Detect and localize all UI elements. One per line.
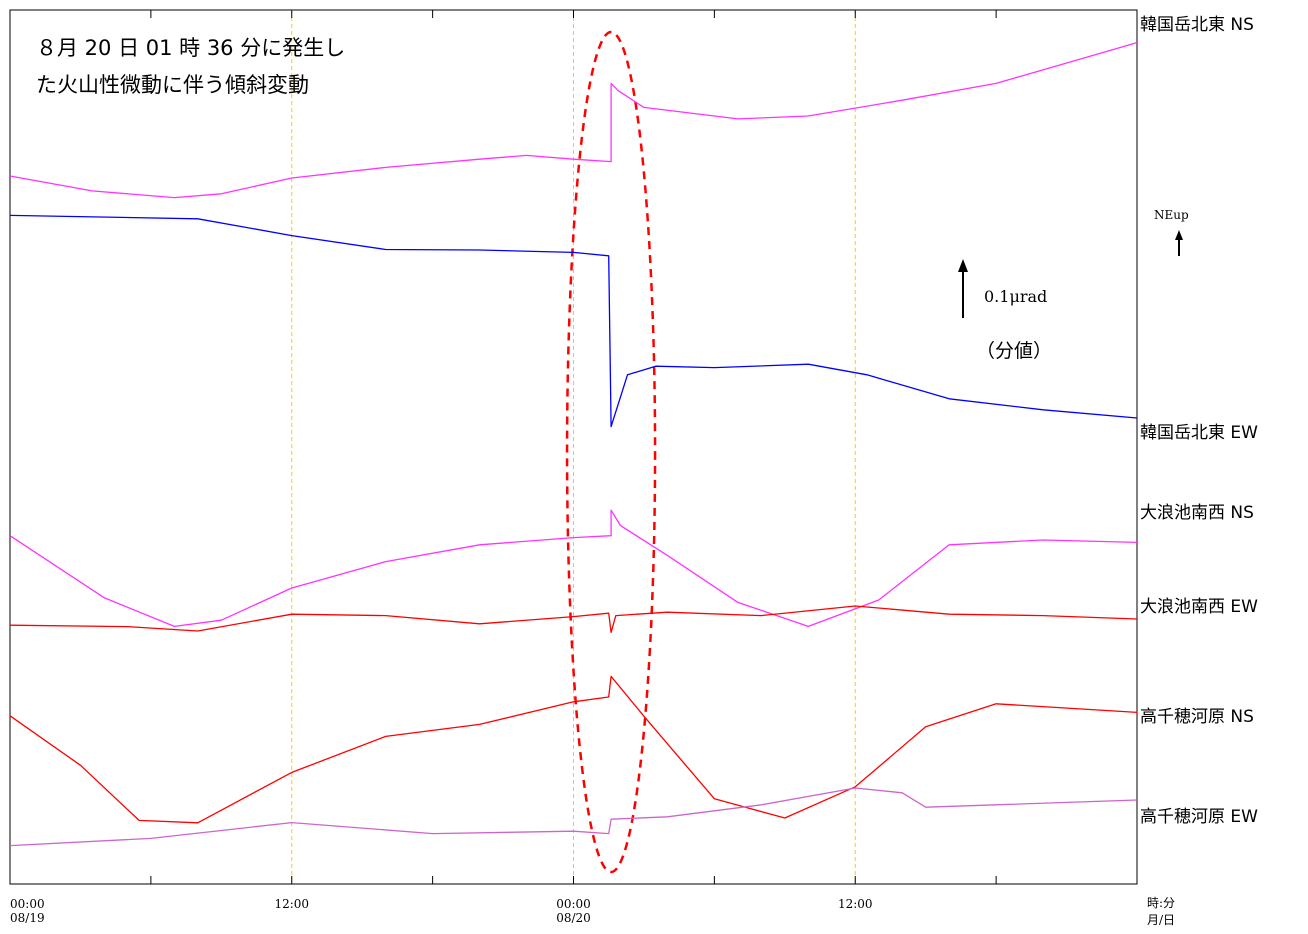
x-tick-label-date: 08/19	[10, 911, 45, 925]
series-line-2	[9, 214, 1138, 428]
event-layer	[565, 30, 657, 874]
chart-title-line-1: ８月 20 日 01 時 36 分に発生し	[36, 36, 345, 60]
x-unit-time: 時:分	[1147, 896, 1175, 910]
direction-indicator: NEup	[1154, 208, 1189, 256]
series-label-6: 高千穂河原 EW	[1140, 807, 1258, 827]
scale-bar-label: 0.1μrad	[984, 287, 1047, 306]
label-layer: 韓国岳北東 NS 韓国岳北東 EW 大浪池南西 NS 大浪池南西 EW 高千穂河原 NS…	[1140, 15, 1258, 827]
x-tick-label-time: 00:00	[556, 897, 591, 911]
series-layer	[9, 41, 1138, 847]
series-label-5: 高千穂河原 NS	[1140, 707, 1254, 727]
series-label-2: 韓国岳北東 EW	[1140, 423, 1258, 443]
grid-layer	[291, 10, 856, 884]
chart-title-line-2: た火山性微動に伴う傾斜変動	[36, 73, 309, 97]
series-line-3	[9, 509, 1138, 628]
x-tick-label-time: 00:00	[10, 897, 45, 911]
x-tick-label-time: 12:00	[274, 897, 309, 911]
direction-arrowhead	[1175, 230, 1183, 240]
scale-bar-arrowhead	[958, 259, 968, 272]
minute-value-note: （分値）	[976, 340, 1052, 362]
series-line-1	[9, 41, 1138, 199]
direction-label: NEup	[1154, 208, 1189, 222]
series-label-3: 大浪池南西 NS	[1140, 503, 1254, 523]
scale-bar: 0.1μrad （分値）	[958, 259, 1052, 362]
x-unit-date: 月/日	[1147, 913, 1175, 927]
x-tick-label-date: 08/20	[556, 911, 591, 925]
series-line-6	[9, 787, 1138, 847]
x-tick-label-time: 12:00	[838, 897, 873, 911]
event-ellipse	[565, 30, 657, 874]
series-line-5	[9, 675, 1138, 824]
series-label-1: 韓国岳北東 NS	[1140, 15, 1254, 35]
series-label-4: 大浪池南西 EW	[1140, 597, 1258, 617]
series-line-4	[9, 605, 1138, 634]
